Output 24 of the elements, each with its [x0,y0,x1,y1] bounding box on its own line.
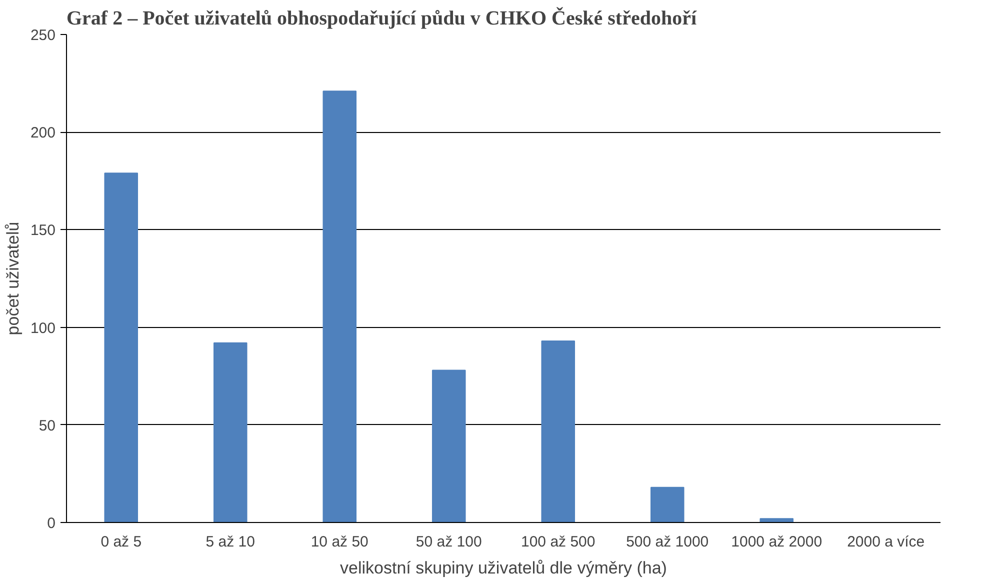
x-tick-label: 1000 až 2000 [731,534,822,550]
y-tick-label: 0 [47,515,56,532]
bar [760,518,794,522]
y-tick-label: 200 [30,124,56,142]
x-tick-label: 100 až 500 [521,534,596,550]
y-tick-label: 100 [30,320,56,337]
bar [541,340,576,522]
x-tick-label: 2000 a více [847,534,925,550]
y-tick-label: 250 [30,27,56,44]
y-tick-label: 50 [38,417,56,434]
y-tick-label: 150 [30,222,56,240]
bar [650,486,684,522]
x-tick-label: 10 až 50 [310,534,368,550]
bar [104,172,138,522]
x-tick-label: 5 až 10 [206,534,255,550]
bar [213,342,248,522]
chart-title: Graf 2 – Počet uživatelů obhospodařující půdu v CHKO České středohoří [66,6,697,30]
x-tick-label: 50 až 100 [416,534,482,550]
y-axis-title: počet uživatelů [3,222,22,336]
x-tick-label: 0 až 5 [100,534,142,550]
bar [322,90,357,522]
x-axis-title: velikostní skupiny uživatelů dle výměry (ha) [340,558,667,578]
x-tick-label: 500 až 1000 [626,534,709,550]
bar [432,370,466,522]
